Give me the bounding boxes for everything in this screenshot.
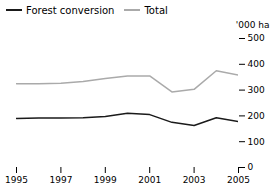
svg-text:1999: 1999 xyxy=(94,175,117,185)
svg-text:2005: 2005 xyxy=(227,175,250,185)
svg-text:0: 0 xyxy=(248,162,254,172)
svg-text:500: 500 xyxy=(248,33,265,43)
svg-text:2001: 2001 xyxy=(138,175,161,185)
svg-text:400: 400 xyxy=(248,59,265,69)
svg-text:300: 300 xyxy=(248,85,265,95)
svg-text:2003: 2003 xyxy=(183,175,206,185)
svg-text:'000 ha: '000 ha xyxy=(236,20,270,30)
html-text:Forest conversion: Forest conversion xyxy=(26,4,115,16)
svg-text:1995: 1995 xyxy=(5,175,28,185)
svg-text:1997: 1997 xyxy=(49,175,72,185)
html-text:Total: Total xyxy=(144,4,168,16)
svg-text:100: 100 xyxy=(248,137,265,147)
svg-text:200: 200 xyxy=(248,111,265,121)
